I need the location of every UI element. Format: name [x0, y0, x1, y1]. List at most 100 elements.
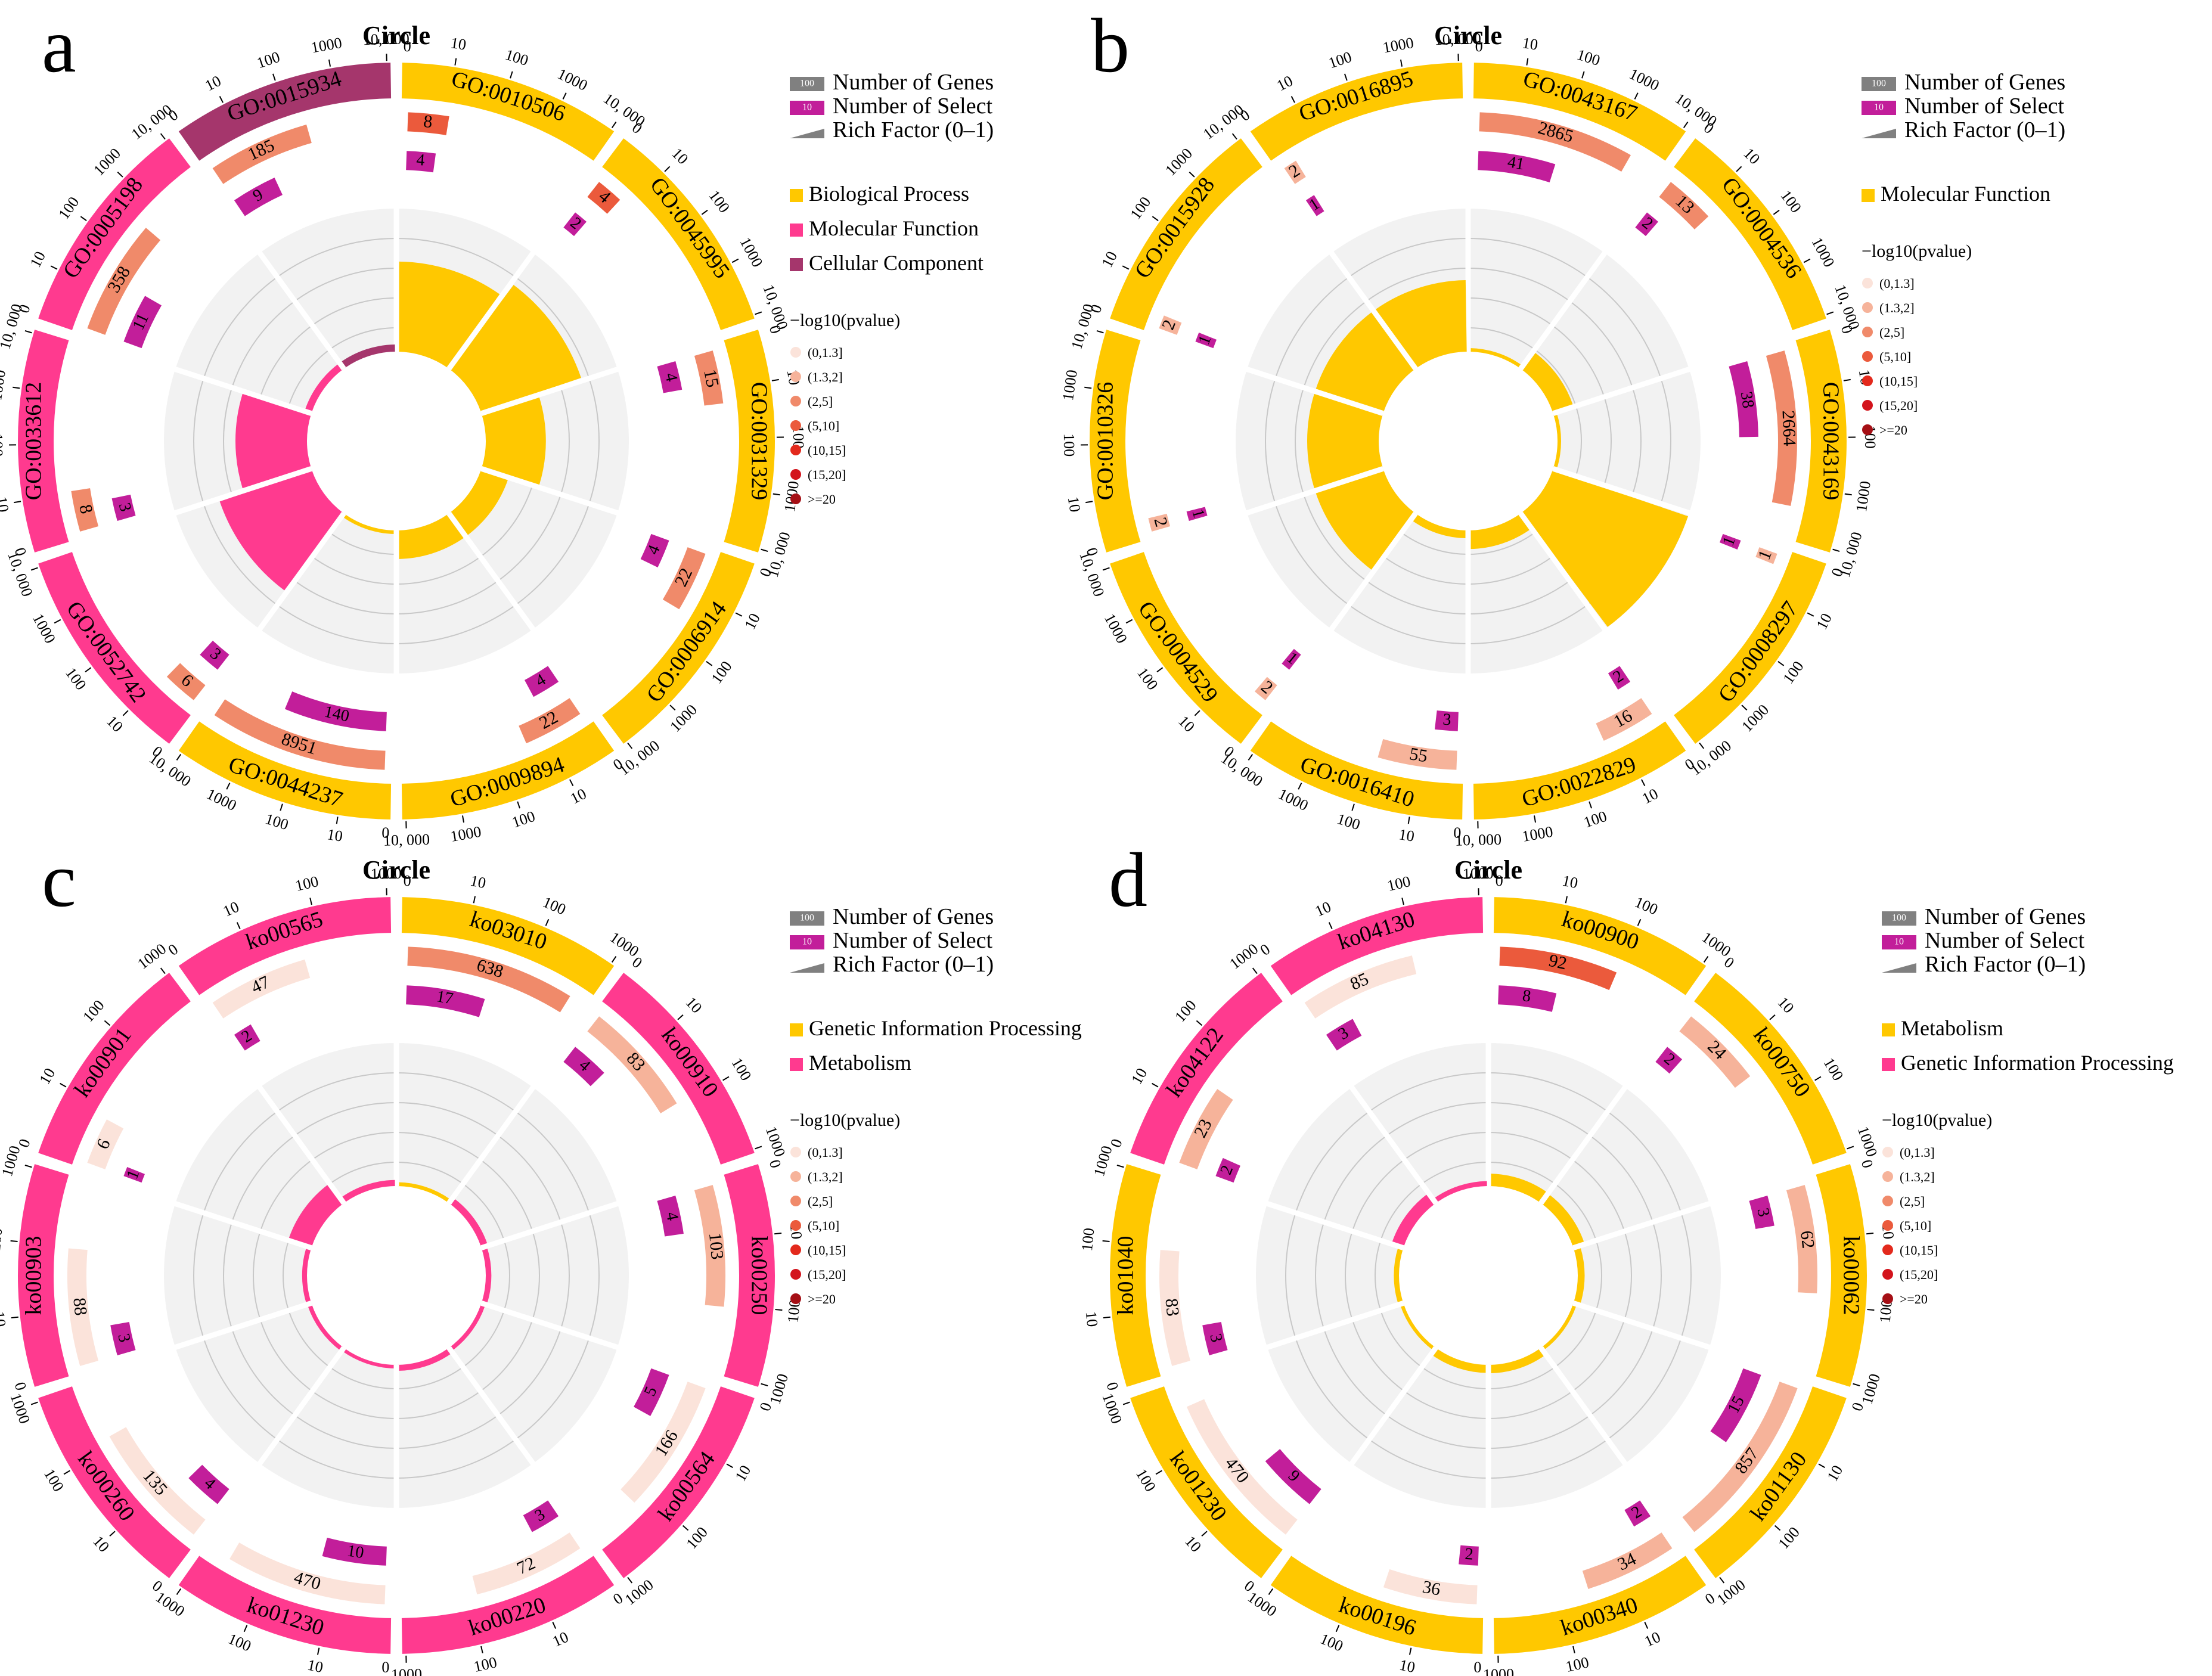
- legend-swatch: [1882, 911, 1916, 926]
- sector-divider: [446, 1346, 623, 1586]
- scale-tick-label: 10: [1398, 825, 1416, 845]
- gene-count-bar: [1766, 350, 1797, 506]
- sector-divider: [480, 466, 761, 562]
- scale-tick-mark: [1407, 817, 1410, 824]
- panel-label: d: [1109, 837, 1147, 923]
- scale-tick-mark: [1298, 783, 1302, 790]
- legend-pvalue-dot: [790, 1293, 801, 1304]
- rich-factor-wedge: [398, 261, 500, 368]
- gene-count-label: 8: [75, 502, 96, 516]
- scale-tick-mark: [611, 122, 617, 129]
- scale-tick-label: 10, 000: [1455, 831, 1502, 849]
- scale-tick-mark: [1351, 803, 1355, 811]
- legend-pvalue-dot: [790, 1171, 801, 1182]
- selected-count-label: 17: [435, 987, 455, 1008]
- scale-tick-mark: [735, 612, 743, 617]
- legend-swatch: [1862, 129, 1896, 138]
- selected-count-bar: [322, 1537, 387, 1566]
- rich-factor-wedge: [1490, 1174, 1547, 1203]
- legend-category-label: Molecular Function: [809, 216, 979, 240]
- sector-divider: [446, 131, 623, 371]
- legend-category-swatch: [790, 1023, 803, 1036]
- selected-count-bar: [1498, 985, 1557, 1012]
- gene-count-bar: [1582, 1532, 1673, 1589]
- selected-count-bar: [1635, 212, 1658, 237]
- sector-divider: [1538, 965, 1715, 1205]
- term-id-band: [1250, 721, 1463, 820]
- scale-tick-label: 10: [306, 1656, 324, 1676]
- scale-tick-mark: [775, 1309, 783, 1311]
- selected-count-bar: [200, 640, 229, 670]
- panel-label: b: [1091, 3, 1130, 89]
- gene-count-bar: [1304, 955, 1417, 1019]
- scale-tick-label: 1000: [370, 865, 402, 883]
- legend-category-label: Cellular Component: [809, 251, 984, 275]
- gene-count-bar: [662, 547, 706, 610]
- scale-tick-label: 1000: [391, 1665, 423, 1676]
- scale-tick-mark: [473, 896, 476, 904]
- rich-factor-wedge: [1490, 1348, 1545, 1374]
- term-id-band: [17, 330, 69, 553]
- term-id-band: [178, 1556, 392, 1654]
- legend-category-swatch: [1882, 1058, 1895, 1071]
- gene-count-bar: [1499, 946, 1617, 991]
- term-id-band: [401, 63, 615, 161]
- rich-factor-wedge: [398, 514, 464, 559]
- legend-pvalue-label: (1.3,2]: [1879, 300, 1915, 315]
- selected-count-bar: [1265, 1449, 1321, 1504]
- term-id-band: [1270, 897, 1484, 995]
- scale-tick-label: 0: [1475, 38, 1483, 55]
- sector-divider: [480, 320, 761, 416]
- scale-tick-mark: [109, 1531, 116, 1537]
- scale-tick-mark: [1189, 171, 1195, 178]
- term-id-band: [724, 1164, 775, 1387]
- rich-factor-wedge: [1469, 348, 1522, 368]
- legend-swatch: [790, 935, 824, 949]
- selected-count-bar: [188, 1464, 229, 1504]
- term-id-band: [1816, 1164, 1867, 1387]
- legend-category-label: Metabolism: [809, 1051, 911, 1075]
- center-hole: [307, 1186, 486, 1365]
- scale-tick-label: 10, 000: [1434, 30, 1481, 48]
- sector-divider: [1262, 965, 1438, 1205]
- sector-divider: [1572, 1154, 1853, 1250]
- term-id-band: [1270, 1556, 1484, 1654]
- term-id-band: [602, 973, 755, 1165]
- scale-tick-mark: [1847, 1146, 1854, 1150]
- gene-count-bar: [1159, 1250, 1191, 1366]
- selected-count-bar: [1202, 1322, 1228, 1355]
- gene-count-bar: [587, 182, 621, 214]
- scale-tick-mark: [1774, 1525, 1781, 1531]
- gene-count-bar: [1682, 1382, 1798, 1532]
- scale-tick-label: 10: [449, 34, 467, 54]
- scale-tick-mark: [1866, 1232, 1874, 1235]
- legend-pvalue-label: (5,10]: [808, 418, 839, 433]
- rich-factor-wedge: [302, 1247, 311, 1303]
- selected-count-bar: [1326, 1019, 1362, 1051]
- scale-tick-mark: [1155, 1470, 1162, 1475]
- legend-pvalue-dot: [1862, 424, 1873, 435]
- scale-tick-mark: [1526, 58, 1529, 66]
- selected-count-label: 38: [1737, 390, 1758, 409]
- legend-pvalue-label: (1.3,2]: [808, 1169, 843, 1184]
- scale-tick-mark: [1201, 1531, 1208, 1537]
- scale-tick-mark: [117, 171, 123, 178]
- scale-tick-mark: [1641, 779, 1646, 786]
- legend: 100 Number of Genes 10 Number of SelectRich…: [790, 904, 1082, 1306]
- scale-tick-mark: [14, 501, 21, 504]
- scale-tick-mark: [1335, 1625, 1340, 1632]
- term-id-label: GO:0031329: [746, 382, 771, 500]
- selected-count-bar: [110, 1322, 136, 1355]
- legend-label: Number of Select: [1904, 94, 2064, 119]
- scale-tick-mark: [761, 1383, 768, 1386]
- legend-pvalue-label: (0,1.3]: [1879, 276, 1915, 291]
- legend-pvalue-dot: [790, 1220, 801, 1231]
- selected-count-bar: [563, 212, 587, 237]
- sector-divider: [170, 965, 346, 1205]
- rich-factor-wedge: [482, 397, 546, 485]
- scale-tick-mark: [1736, 166, 1742, 172]
- scale-tick-mark: [1565, 896, 1568, 904]
- legend-pvalue-label: (15,20]: [808, 1267, 846, 1282]
- rich-factor-wedge: [341, 1180, 395, 1203]
